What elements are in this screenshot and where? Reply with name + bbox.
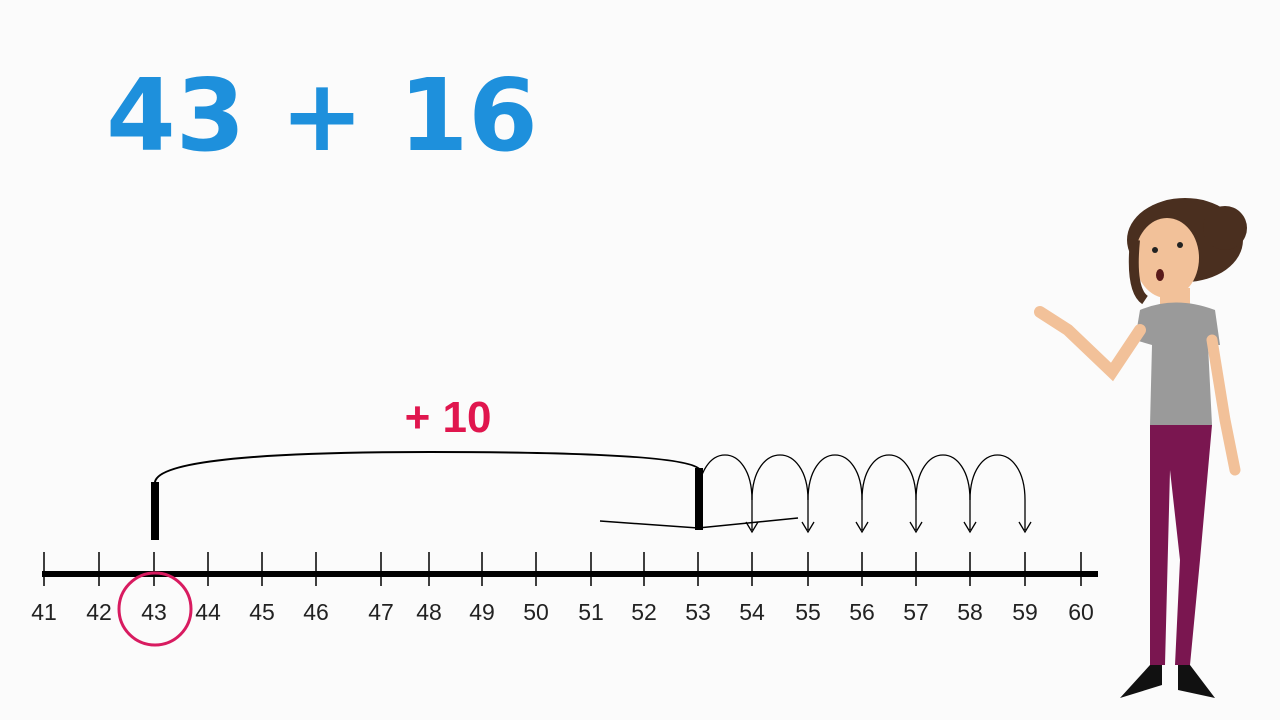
small-hops xyxy=(697,454,1032,534)
tick-label: 45 xyxy=(249,599,275,625)
arrow-stroke xyxy=(599,517,799,529)
start-circle xyxy=(117,571,193,647)
tick-label: 52 xyxy=(631,599,657,625)
big-jump-arc xyxy=(154,450,701,540)
tick-label: 60 xyxy=(1068,599,1094,625)
tick-label: 46 xyxy=(303,599,329,625)
tick-label: 51 xyxy=(578,599,604,625)
tick-label: 53 xyxy=(685,599,711,625)
tick-label: 47 xyxy=(368,599,394,625)
hop-arc xyxy=(751,454,815,534)
tick-label: 58 xyxy=(957,599,983,625)
hop-arc xyxy=(915,454,977,534)
tick-label: 42 xyxy=(86,599,112,625)
tick-label: 44 xyxy=(195,599,221,625)
tick-label: 48 xyxy=(416,599,442,625)
hop-arc xyxy=(861,454,923,534)
tick-label: 49 xyxy=(469,599,495,625)
hop-arc xyxy=(807,454,869,534)
tick-label: 55 xyxy=(795,599,821,625)
tick-label: 56 xyxy=(849,599,875,625)
title: 43 + 16 xyxy=(106,57,538,174)
tick-label: 57 xyxy=(903,599,929,625)
jump-label: + 10 xyxy=(405,393,492,442)
ticks: 41 42 43 44 45 46 47 48 49 50 51 52 53 54 55 56 57 58 59 60 xyxy=(31,552,1094,625)
hop-arc xyxy=(969,454,1032,534)
tick-label: 50 xyxy=(523,599,549,625)
hop-arc xyxy=(697,454,759,534)
presenter xyxy=(1034,198,1247,698)
tick-label: 59 xyxy=(1012,599,1038,625)
tick-label: 43 xyxy=(141,599,167,625)
tick-label: 41 xyxy=(31,599,57,625)
tick-label: 54 xyxy=(739,599,765,625)
